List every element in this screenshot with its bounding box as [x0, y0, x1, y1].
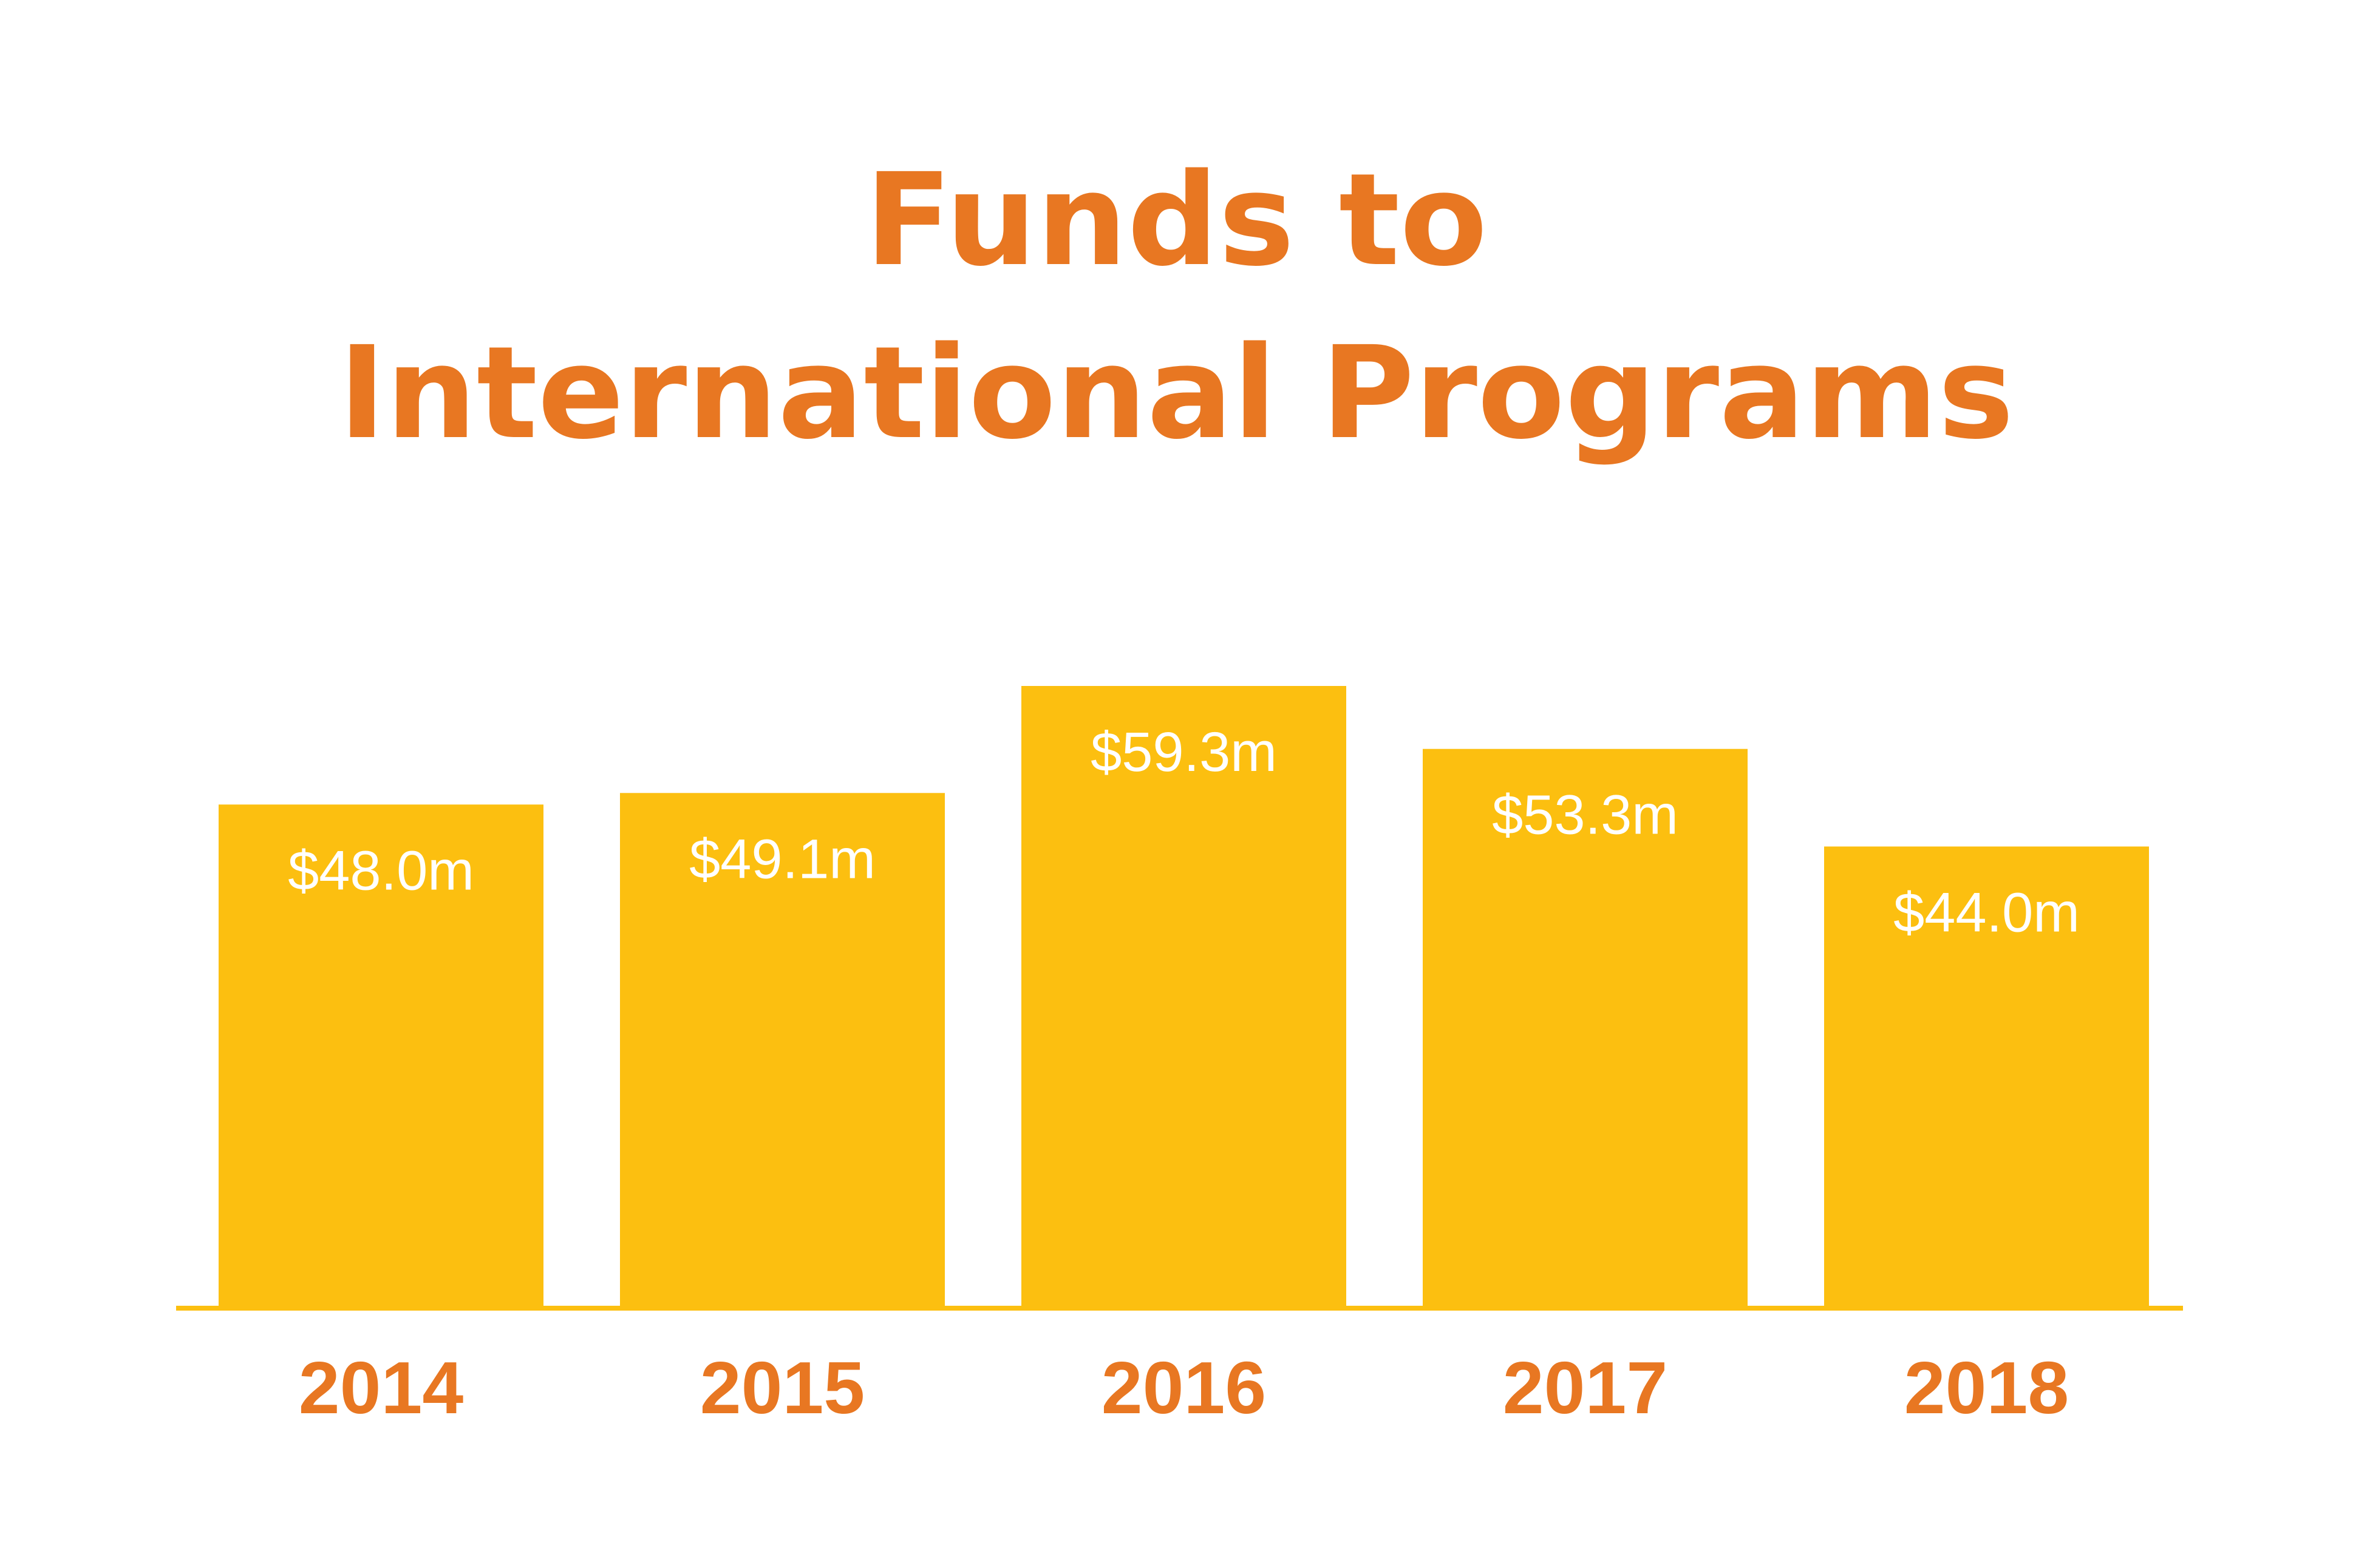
x-tick-label-2015: 2015: [700, 1346, 865, 1429]
bar-2015: [620, 793, 945, 1308]
chart-title-line-1: Funds to: [865, 146, 1487, 294]
value-label-2016: $59.3m: [1091, 721, 1277, 783]
x-tick-labels: 2014 2015 2016 2017 2018: [299, 1346, 2069, 1429]
value-label-2018: $44.0m: [1893, 881, 2080, 943]
bars-group: $48.0m $49.1m $59.3m $53.3m $44.0m: [219, 686, 2149, 1308]
bar-2014: [219, 804, 543, 1308]
x-tick-label-2014: 2014: [299, 1346, 464, 1429]
value-label-2014: $48.0m: [288, 840, 474, 901]
chart-title-line-2: International Programs: [338, 319, 2014, 467]
value-label-2017: $53.3m: [1492, 784, 1678, 846]
bar-2017: [1423, 748, 1748, 1308]
x-tick-label-2017: 2017: [1503, 1346, 1667, 1429]
bar-2018: [1824, 846, 2149, 1308]
bar-2016: [1021, 686, 1346, 1308]
x-tick-label-2018: 2018: [1904, 1346, 2069, 1429]
x-tick-label-2016: 2016: [1102, 1346, 1266, 1429]
value-label-2015: $49.1m: [689, 828, 876, 890]
